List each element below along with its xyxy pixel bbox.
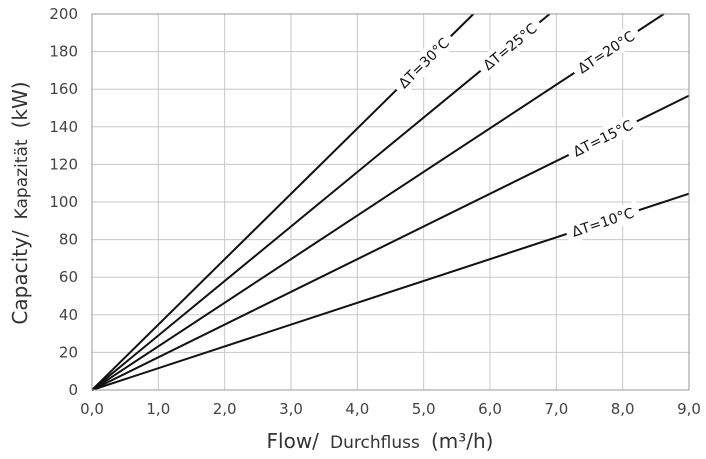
series-label-group: ΔT=15°C [564,112,642,164]
x-axis-title-sub: Durchfluss [330,433,420,453]
x-tick-label: 1,0 [146,400,170,418]
x-tick-label: 3,0 [279,400,303,418]
series-label-background [389,29,458,97]
y-axis-title-main: Capacity/ [8,230,32,324]
y-tick-label: 100 [49,193,78,211]
x-tick-label: 7,0 [544,400,568,418]
series-line [91,13,665,391]
y-axis-title: Capacity/ Kapazität (kW) [8,81,32,324]
y-tick-label: 80 [59,231,78,249]
series-label-background [568,22,644,82]
series-label-background [564,112,642,164]
x-tick-label: 4,0 [345,400,369,418]
series-label-background [563,200,642,244]
y-tick-label: 180 [49,43,78,61]
series-label-group: ΔT=10°C [563,200,642,244]
x-tick-label: 5,0 [412,400,436,418]
series-label: ΔT=20°C [575,28,638,77]
y-tick-label: 60 [59,268,78,286]
x-axis-title-unit: (m³/h) [431,429,494,453]
y-tick-label: 40 [59,306,78,324]
plot-area [91,13,690,391]
x-axis-ticks: 0,0 1,0 2,0 3,0 4,0 5,0 6,0 7,0 8,0 9,0 [80,400,701,418]
y-tick-label: 200 [49,5,78,23]
y-tick-label: 120 [49,155,78,173]
x-axis-title-main: Flow/ [267,429,320,453]
y-tick-label: 140 [49,118,78,136]
y-tick-label: 20 [59,343,78,361]
y-axis-title-unit: (kW) [8,81,32,128]
y-tick-label: 160 [49,80,78,98]
x-tick-label: 6,0 [478,400,502,418]
x-tick-label: 8,0 [611,400,635,418]
series-label-background [474,14,546,79]
grid [91,13,690,391]
series-label: ΔT=10°C [570,205,636,240]
series-labels: ΔT=30°C ΔT=25°C ΔT=20°C ΔT=15°C ΔT=10°C [389,14,644,244]
y-tick-label: 0 [68,381,78,399]
x-tick-label: 2,0 [213,400,237,418]
series-label-group: ΔT=25°C [474,14,546,79]
x-axis-title: Flow/ Durchfluss (m³/h) [267,429,494,453]
series-label: ΔT=30°C [396,35,453,92]
series-line [91,13,551,391]
x-tick-label: 0,0 [80,400,104,418]
y-axis-title-sub: Kapazität [12,139,32,219]
x-tick-label: 9,0 [677,400,701,418]
y-axis-ticks: 0 20 40 60 80 100 120 140 160 180 200 [49,5,78,399]
